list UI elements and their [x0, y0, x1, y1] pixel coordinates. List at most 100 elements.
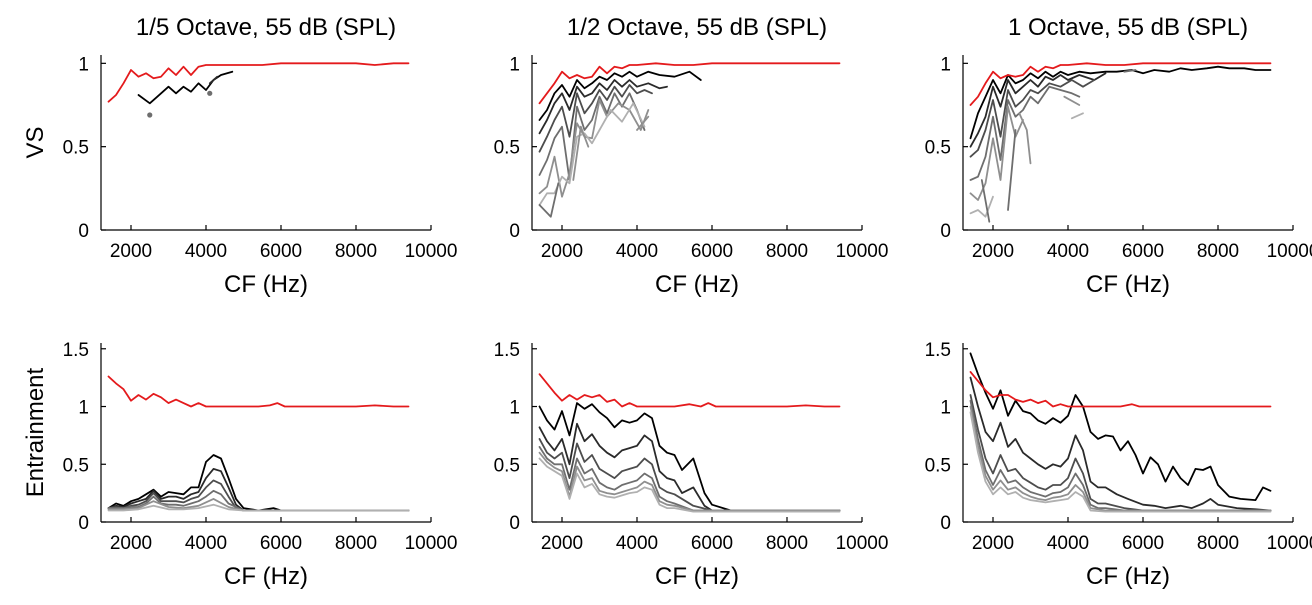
x-tick-label: 4000 [1047, 241, 1089, 262]
x-axis-label: CF (Hz) [224, 563, 308, 590]
x-tick-label: 8000 [335, 241, 377, 262]
y-tick-label: 1 [78, 398, 89, 419]
series-line-red [538, 373, 841, 408]
series-line-gray-5 [538, 102, 646, 206]
x-tick-label: 6000 [1122, 533, 1164, 554]
y-axis-label: Entrainment [22, 367, 49, 497]
series-line-red [107, 375, 410, 408]
series-line-gray-1 [969, 72, 1107, 148]
x-tick-label: 2000 [110, 533, 152, 554]
panel-title: 1 Octave, 55 dB (SPL) [1008, 14, 1248, 41]
series-line-gray-0 [137, 70, 234, 105]
x-tick-label: 8000 [766, 241, 808, 262]
series-line-gray-4 [969, 105, 1024, 201]
y-tick-label: 1 [509, 398, 520, 419]
series-line-gray-3 [980, 179, 991, 223]
series-line-gray-5 [107, 503, 410, 512]
x-tick-label: 2000 [972, 533, 1014, 554]
series-line-gray-1 [208, 75, 219, 85]
x-axis-label: CF (Hz) [224, 271, 308, 298]
panel-2: 2000 4000 6000 8000 10000 0 0.5 1 1/2 Octave, 55… [494, 14, 889, 298]
series-line-gray-4 [1063, 95, 1081, 106]
series-line-gray-4 [572, 125, 590, 181]
x-tick-label: 2000 [110, 241, 152, 262]
panel-1: 2000 4000 6000 8000 10000 0 0.5 1 1/5 Octave, 55… [22, 14, 457, 298]
y-tick-label: 0 [509, 221, 520, 242]
y-tick-label: 0.5 [925, 455, 951, 476]
series-line-gray-4 [1018, 112, 1032, 165]
x-tick-label: 10000 [836, 241, 889, 262]
y-tick-label: 0.5 [494, 455, 520, 476]
series-line-gray-3 [1123, 69, 1137, 73]
x-tick-label: 6000 [260, 533, 302, 554]
series-line-gray-5 [969, 411, 1272, 513]
x-tick-label: 6000 [260, 241, 302, 262]
series-line-red [107, 62, 410, 103]
x-axis-label: CF (Hz) [1086, 563, 1170, 590]
panel-3: 2000 4000 6000 8000 10000 0 0.5 1 1 Octave, 55 d… [925, 14, 1312, 298]
series-line-gray-0 [538, 402, 841, 512]
series-line-gray-2 [969, 394, 1272, 512]
x-tick-label: 2000 [972, 241, 1014, 262]
y-tick-label: 0.5 [925, 138, 951, 159]
series-line-gray-5 [1070, 112, 1084, 120]
x-tick-label: 4000 [1047, 533, 1089, 554]
y-tick-label: 0 [78, 513, 89, 534]
x-tick-label: 6000 [691, 241, 733, 262]
y-tick-label: 0.5 [63, 455, 89, 476]
series-line-gray-3 [969, 399, 1272, 512]
x-tick-label: 8000 [335, 533, 377, 554]
panel-title: 1/2 Octave, 55 dB (SPL) [567, 14, 827, 41]
y-tick-label: 0.5 [63, 138, 89, 159]
y-tick-label: 0 [78, 221, 89, 242]
x-tick-label: 10000 [405, 241, 458, 262]
series-line-gray-4 [107, 497, 410, 512]
data-point [207, 90, 213, 96]
y-tick-label: 0 [940, 221, 951, 242]
series-line-gray-3 [538, 92, 646, 181]
series-line-gray-4 [636, 115, 650, 131]
series-line-gray-3 [1007, 129, 1017, 211]
series-line-gray-2 [969, 79, 1096, 158]
x-axis-label: CF (Hz) [655, 563, 739, 590]
x-tick-label: 2000 [541, 241, 583, 262]
series-line-gray-0 [969, 65, 1272, 140]
x-tick-label: 6000 [691, 533, 733, 554]
x-tick-label: 8000 [766, 533, 808, 554]
series-line-gray-1 [969, 376, 1272, 512]
series-line-red [969, 370, 1272, 408]
x-axis-label: CF (Hz) [655, 271, 739, 298]
series-line-gray-5 [969, 195, 994, 218]
panel-title: 1/5 Octave, 55 dB (SPL) [136, 14, 396, 41]
series-line-gray-3 [538, 445, 841, 512]
series-line-gray-1 [538, 79, 668, 135]
x-tick-label: 4000 [616, 533, 658, 554]
x-tick-label: 8000 [1197, 241, 1239, 262]
panel-4: 2000 4000 6000 8000 10000 0 0.5 1 1.5 CF (Hz) Entr… [22, 340, 457, 590]
y-tick-label: 1 [940, 398, 951, 419]
x-tick-label: 4000 [185, 241, 227, 262]
x-tick-label: 8000 [1197, 533, 1239, 554]
y-tick-label: 1 [940, 54, 951, 75]
series-line-gray-0 [538, 70, 702, 121]
series-line-gray-4 [538, 451, 841, 512]
y-tick-label: 1 [78, 54, 89, 75]
panel-6: 2000 4000 6000 8000 10000 0 0.5 1 1.5 CF (Hz) [925, 340, 1312, 590]
series-line-gray-0 [969, 352, 1272, 502]
y-axis-label: VS [22, 126, 49, 158]
y-tick-label: 0.5 [494, 138, 520, 159]
series-line-gray-5 [538, 457, 841, 513]
series-line-gray-4 [969, 405, 1272, 512]
y-tick-label: 0 [509, 513, 520, 534]
series-line-gray-2 [538, 84, 653, 153]
y-tick-label: 1.5 [494, 340, 520, 361]
y-tick-label: 1.5 [63, 340, 89, 361]
series-line-gray-3 [538, 182, 560, 218]
x-axis-label: CF (Hz) [1086, 271, 1170, 298]
x-tick-label: 2000 [541, 533, 583, 554]
x-tick-label: 10000 [1267, 533, 1312, 554]
series-line-red [969, 62, 1272, 106]
y-tick-label: 1 [509, 54, 520, 75]
x-tick-label: 4000 [185, 533, 227, 554]
